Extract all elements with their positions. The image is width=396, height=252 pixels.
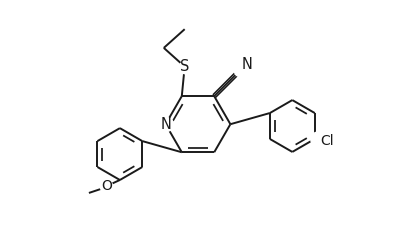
- Text: N: N: [160, 117, 171, 132]
- Text: S: S: [180, 59, 189, 74]
- Text: N: N: [241, 57, 252, 72]
- Text: Cl: Cl: [320, 134, 334, 148]
- Text: O: O: [101, 179, 112, 194]
